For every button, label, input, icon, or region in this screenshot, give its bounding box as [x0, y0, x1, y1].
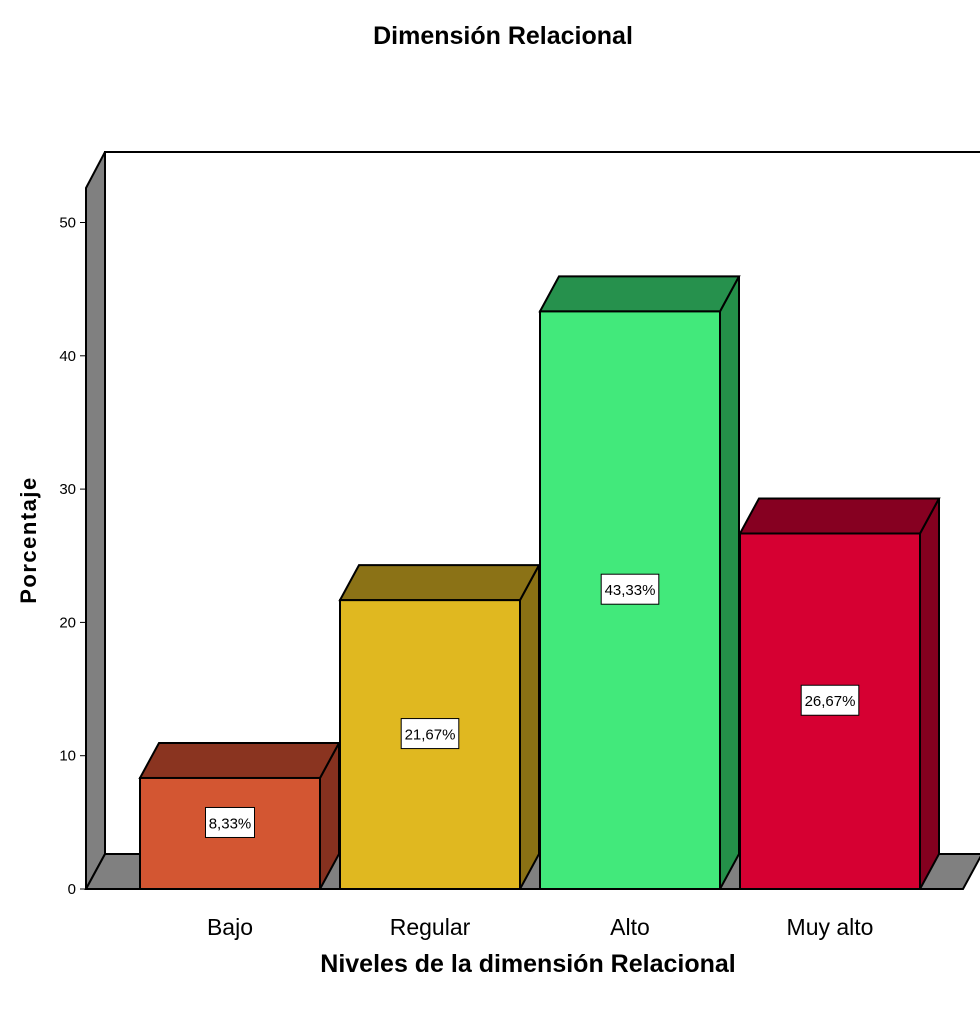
bar-muy-alto: 26,67% — [738, 497, 941, 890]
x-category-label: Regular — [390, 914, 471, 940]
bar-side — [519, 564, 540, 890]
bars: 8,33% 21,67% 43,33% 26,67% — [138, 275, 941, 891]
y-axis-ticks: 0 10 20 30 40 50 — [59, 215, 86, 898]
data-label-box — [800, 684, 860, 716]
data-label-box — [205, 806, 255, 838]
bar-top — [138, 741, 341, 779]
y-tick-label: 50 — [59, 215, 76, 232]
bar-alto: 43,33% — [538, 275, 741, 891]
x-axis-label: Niveles de la dimensión Relacional — [320, 950, 735, 978]
y-tick-label: 40 — [59, 348, 76, 365]
y-tick-label: 0 — [68, 881, 76, 898]
x-category-label: Alto — [610, 914, 650, 940]
y-axis-label: Porcentaje — [16, 476, 41, 604]
bar-regular: 21,67% — [338, 564, 541, 891]
data-label: 8,33% — [209, 815, 252, 832]
chart-title: Dimensión Relacional — [373, 22, 633, 50]
data-label: 21,67% — [405, 727, 456, 744]
data-label-box — [400, 718, 460, 750]
x-category-label: Muy alto — [787, 914, 874, 940]
bar-side — [719, 275, 740, 890]
data-label: 43,33% — [605, 582, 656, 599]
bar-bajo: 8,33% — [138, 741, 341, 891]
left-wall — [85, 151, 106, 890]
data-label-box — [600, 573, 660, 605]
data-label: 26,67% — [805, 693, 856, 710]
x-category-label: Bajo — [207, 914, 253, 940]
y-tick-label: 20 — [59, 614, 76, 631]
bar-top — [538, 275, 741, 313]
y-tick-label: 30 — [59, 481, 76, 498]
bar-top — [738, 497, 941, 535]
y-tick-label: 10 — [59, 748, 76, 765]
x-axis-categories: Bajo Regular Alto Muy alto — [207, 914, 873, 940]
bar-top — [338, 564, 541, 602]
bar-side — [919, 498, 940, 890]
